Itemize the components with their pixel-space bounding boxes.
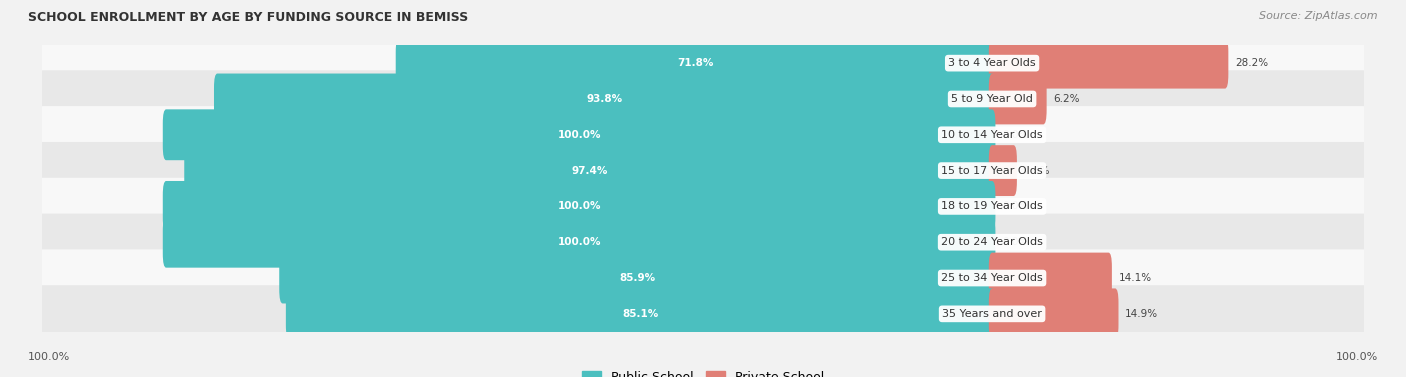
FancyBboxPatch shape xyxy=(988,38,1229,89)
FancyBboxPatch shape xyxy=(39,250,1367,307)
Text: 0.0%: 0.0% xyxy=(1002,201,1028,211)
Text: 20 to 24 Year Olds: 20 to 24 Year Olds xyxy=(941,237,1043,247)
Text: 18 to 19 Year Olds: 18 to 19 Year Olds xyxy=(941,201,1043,211)
FancyBboxPatch shape xyxy=(988,145,1017,196)
Text: 100.0%: 100.0% xyxy=(557,201,600,211)
Text: 100.0%: 100.0% xyxy=(557,237,600,247)
FancyBboxPatch shape xyxy=(988,288,1119,339)
Text: 6.2%: 6.2% xyxy=(1053,94,1080,104)
Text: 35 Years and over: 35 Years and over xyxy=(942,309,1042,319)
Text: SCHOOL ENROLLMENT BY AGE BY FUNDING SOURCE IN BEMISS: SCHOOL ENROLLMENT BY AGE BY FUNDING SOUR… xyxy=(28,11,468,24)
Text: 93.8%: 93.8% xyxy=(586,94,623,104)
FancyBboxPatch shape xyxy=(184,145,995,196)
Text: 14.1%: 14.1% xyxy=(1119,273,1152,283)
FancyBboxPatch shape xyxy=(285,288,995,339)
FancyBboxPatch shape xyxy=(163,181,995,232)
Text: 0.0%: 0.0% xyxy=(1002,237,1028,247)
Text: 0.0%: 0.0% xyxy=(1002,130,1028,140)
FancyBboxPatch shape xyxy=(39,178,1367,235)
FancyBboxPatch shape xyxy=(395,38,995,89)
Legend: Public School, Private School: Public School, Private School xyxy=(576,366,830,377)
Text: 5 to 9 Year Old: 5 to 9 Year Old xyxy=(952,94,1033,104)
Text: 85.1%: 85.1% xyxy=(623,309,659,319)
FancyBboxPatch shape xyxy=(988,74,1046,124)
FancyBboxPatch shape xyxy=(163,109,995,160)
FancyBboxPatch shape xyxy=(39,142,1367,199)
Text: 14.9%: 14.9% xyxy=(1125,309,1159,319)
FancyBboxPatch shape xyxy=(988,253,1112,303)
Text: 3 to 4 Year Olds: 3 to 4 Year Olds xyxy=(948,58,1036,68)
Text: 100.0%: 100.0% xyxy=(557,130,600,140)
FancyBboxPatch shape xyxy=(214,74,995,124)
FancyBboxPatch shape xyxy=(39,285,1367,343)
Text: 25 to 34 Year Olds: 25 to 34 Year Olds xyxy=(941,273,1043,283)
FancyBboxPatch shape xyxy=(39,70,1367,128)
FancyBboxPatch shape xyxy=(39,214,1367,271)
FancyBboxPatch shape xyxy=(163,217,995,268)
Text: Source: ZipAtlas.com: Source: ZipAtlas.com xyxy=(1260,11,1378,21)
Text: 97.4%: 97.4% xyxy=(572,166,607,176)
Text: 10 to 14 Year Olds: 10 to 14 Year Olds xyxy=(941,130,1043,140)
Text: 85.9%: 85.9% xyxy=(619,273,655,283)
Text: 15 to 17 Year Olds: 15 to 17 Year Olds xyxy=(941,166,1043,176)
FancyBboxPatch shape xyxy=(280,253,995,303)
Text: 2.6%: 2.6% xyxy=(1024,166,1050,176)
Text: 28.2%: 28.2% xyxy=(1234,58,1268,68)
Text: 100.0%: 100.0% xyxy=(28,352,70,362)
Text: 100.0%: 100.0% xyxy=(1336,352,1378,362)
Text: 71.8%: 71.8% xyxy=(678,58,714,68)
FancyBboxPatch shape xyxy=(39,106,1367,164)
FancyBboxPatch shape xyxy=(39,35,1367,92)
